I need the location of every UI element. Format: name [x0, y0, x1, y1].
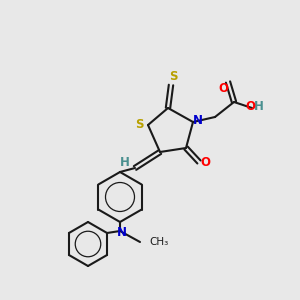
Text: N: N	[193, 115, 203, 128]
Text: CH₃: CH₃	[149, 237, 168, 247]
Text: H: H	[254, 100, 264, 113]
Text: O: O	[218, 82, 228, 95]
Text: S: S	[169, 70, 177, 83]
Text: O: O	[200, 157, 210, 169]
Text: O: O	[245, 100, 255, 113]
Text: N: N	[117, 226, 127, 238]
Text: H: H	[120, 157, 130, 169]
Text: S: S	[135, 118, 143, 130]
